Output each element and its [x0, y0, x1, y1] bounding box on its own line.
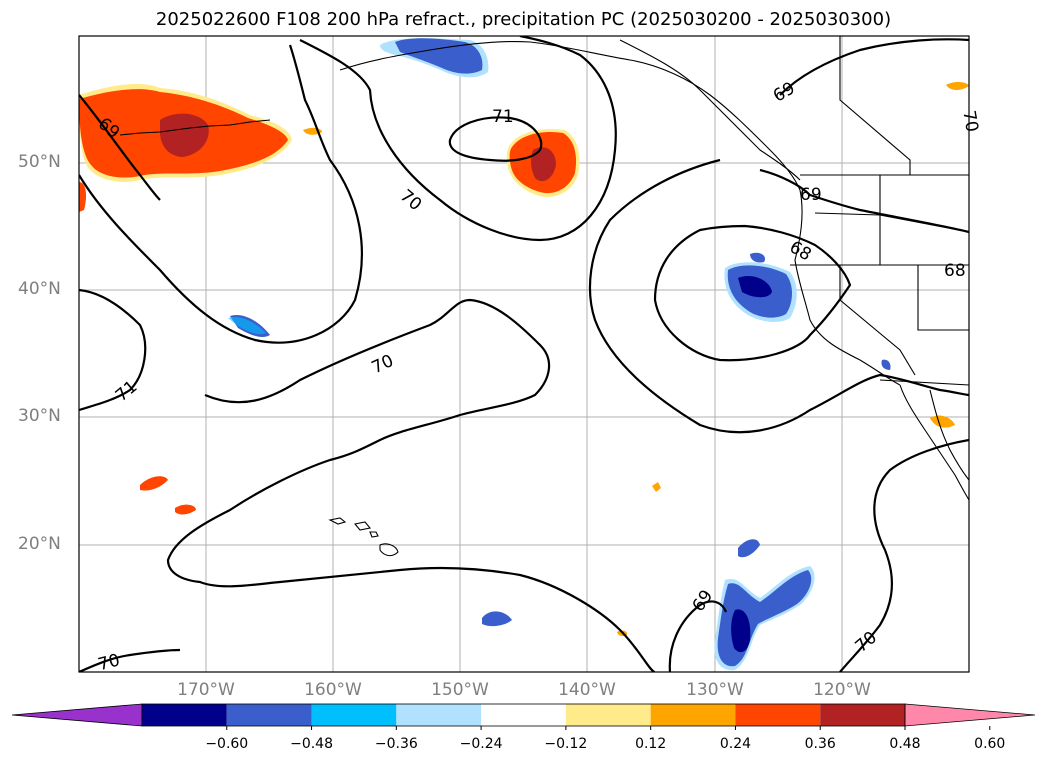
- colorbar-segment: [820, 704, 905, 726]
- islands-hawaii-2: [353, 521, 372, 531]
- islands-hawaii-3: [379, 543, 399, 557]
- islands-hawaii-1: [328, 517, 347, 525]
- colorbar-frame: [141, 703, 906, 727]
- colorbar-segment: [311, 704, 397, 726]
- lon-label-170w: 170°W: [177, 680, 235, 700]
- colorbar-segment: [650, 704, 736, 726]
- contour-70-big: [79, 44, 363, 344]
- precip-negative-subtropical: [228, 314, 891, 671]
- coastline: [119, 36, 969, 557]
- coast-bc: [619, 39, 801, 181]
- colorbar-tick-label: 0.48: [889, 736, 921, 752]
- map-plot: 69 71 70 70 71 70 68 69 69 68 69 70 70: [78, 35, 982, 675]
- contour-70-south: [839, 438, 969, 672]
- contours: [79, 36, 969, 672]
- lon-label-160w: 160°W: [304, 680, 362, 700]
- precip-positive-small: [140, 82, 969, 636]
- lat-label-40n: 40°N: [18, 279, 61, 299]
- precip-negative-alaska: [380, 38, 489, 78]
- coast-alaska: [339, 41, 801, 191]
- contour-70-subtropic: [166, 298, 656, 672]
- colorbar: [11, 703, 1036, 730]
- border-nv-az: [917, 265, 969, 331]
- border-ca-nv: [839, 265, 916, 376]
- lat-label-30n: 30°N: [18, 406, 61, 426]
- map-title: 2025022600 F108 200 hPa refract., precip…: [155, 9, 892, 30]
- colorbar-tick-label: −0.48: [290, 736, 333, 752]
- colorbar-segment: [735, 704, 821, 726]
- contour-70-east: [588, 158, 969, 434]
- colorbar-tick-label: 0.12: [635, 736, 667, 752]
- lon-label-140w: 140°W: [558, 680, 616, 700]
- border-mex: [879, 379, 969, 386]
- colorbar-tick-label: −0.36: [374, 736, 418, 752]
- colorbar-tick-label: 0.24: [719, 736, 752, 752]
- colorbar-segment: [226, 704, 312, 726]
- lon-label-120w: 120°W: [813, 680, 871, 700]
- colorbar-extend-max: [904, 703, 1036, 727]
- map-frame: [78, 35, 970, 673]
- contour-69-nw: [79, 94, 161, 201]
- lon-label-130w: 130°W: [686, 680, 744, 700]
- colorbar-segment: [565, 704, 651, 726]
- colorbar-segment: [481, 704, 566, 726]
- contour-label: 71: [492, 107, 514, 127]
- islands-hawaii-4: [369, 531, 379, 538]
- lon-label-150w: 150°W: [431, 680, 489, 700]
- contour-70-northeast: [779, 38, 969, 96]
- contour-69-coast: [759, 168, 969, 234]
- colorbar-tick-label: −0.24: [459, 736, 503, 752]
- coast-baja: [899, 384, 969, 501]
- colorbar-tick-label: −0.12: [544, 736, 588, 752]
- contour-label: 69: [800, 185, 822, 205]
- precip-negative-california: [724, 252, 797, 322]
- contour-69-subtropic: [668, 600, 728, 672]
- lat-label-50n: 50°N: [18, 152, 61, 172]
- colorbar-segment: [142, 704, 227, 726]
- lat-label-20n: 20°N: [18, 534, 61, 554]
- precip-positive-bering: [79, 84, 322, 212]
- contour-70-gulf: [299, 36, 617, 242]
- precip-positive-gulf: [506, 128, 580, 198]
- coast-westcoast: [794, 189, 901, 386]
- contour-label: 70: [958, 109, 981, 134]
- colorbar-segment: [396, 704, 482, 726]
- coast-gulfcal: [929, 389, 969, 481]
- contour-label: 68: [944, 261, 966, 281]
- colorbar-tick-label: 0.60: [974, 736, 1006, 752]
- colorbar-tick-label: 0.36: [804, 736, 836, 752]
- contour-71-gulf: [448, 116, 543, 162]
- coast-aleutians: [119, 119, 271, 136]
- colorbar-tick-label: −0.60: [205, 736, 249, 752]
- contour-71-west: [79, 288, 147, 412]
- border-bc-ak: [839, 36, 911, 175]
- colorbar-extend-min: [11, 703, 143, 727]
- contour-70-sw: [79, 648, 181, 672]
- contour-68-california: [653, 224, 852, 362]
